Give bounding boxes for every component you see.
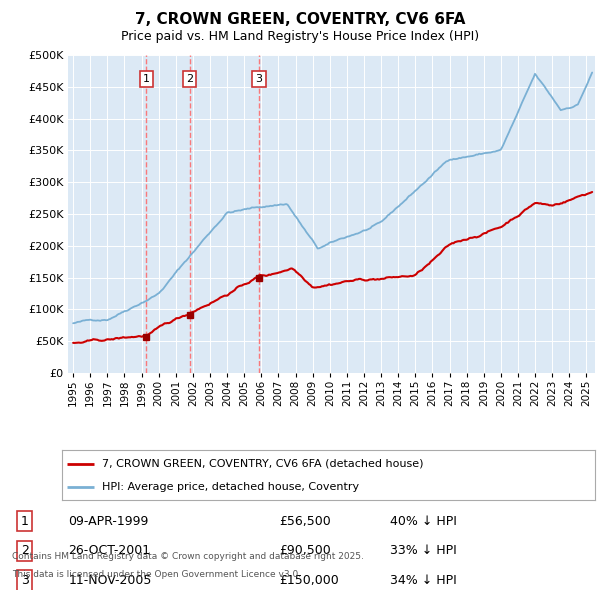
Text: 7, CROWN GREEN, COVENTRY, CV6 6FA (detached house): 7, CROWN GREEN, COVENTRY, CV6 6FA (detac… <box>102 458 424 468</box>
Text: This data is licensed under the Open Government Licence v3.0.: This data is licensed under the Open Gov… <box>12 570 301 579</box>
Text: 3: 3 <box>256 74 262 84</box>
Text: £90,500: £90,500 <box>279 545 331 558</box>
Text: 1: 1 <box>20 514 29 527</box>
Text: 34% ↓ HPI: 34% ↓ HPI <box>390 574 457 587</box>
Text: 3: 3 <box>20 574 29 587</box>
Text: 33% ↓ HPI: 33% ↓ HPI <box>390 545 457 558</box>
Text: 11-NOV-2005: 11-NOV-2005 <box>68 574 152 587</box>
Text: 7, CROWN GREEN, COVENTRY, CV6 6FA: 7, CROWN GREEN, COVENTRY, CV6 6FA <box>135 12 465 27</box>
Text: 2: 2 <box>20 545 29 558</box>
Text: 40% ↓ HPI: 40% ↓ HPI <box>390 514 457 527</box>
Text: £150,000: £150,000 <box>279 574 339 587</box>
Text: Contains HM Land Registry data © Crown copyright and database right 2025.: Contains HM Land Registry data © Crown c… <box>12 552 364 561</box>
Text: HPI: Average price, detached house, Coventry: HPI: Average price, detached house, Cove… <box>102 481 359 491</box>
Text: 26-OCT-2001: 26-OCT-2001 <box>68 545 151 558</box>
Text: 09-APR-1999: 09-APR-1999 <box>68 514 149 527</box>
Text: Price paid vs. HM Land Registry's House Price Index (HPI): Price paid vs. HM Land Registry's House … <box>121 30 479 43</box>
Text: 2: 2 <box>186 74 193 84</box>
Text: 1: 1 <box>143 74 149 84</box>
Text: £56,500: £56,500 <box>279 514 331 527</box>
